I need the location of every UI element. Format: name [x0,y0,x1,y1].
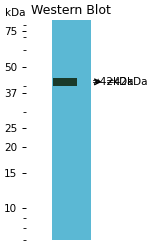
Title: Western Blot: Western Blot [31,4,111,17]
Text: ≠42kDa: ≠42kDa [106,77,149,87]
Text: ≠42kDa: ≠42kDa [92,77,134,87]
FancyBboxPatch shape [52,20,91,240]
FancyBboxPatch shape [53,78,77,86]
Text: kDa: kDa [5,8,26,18]
